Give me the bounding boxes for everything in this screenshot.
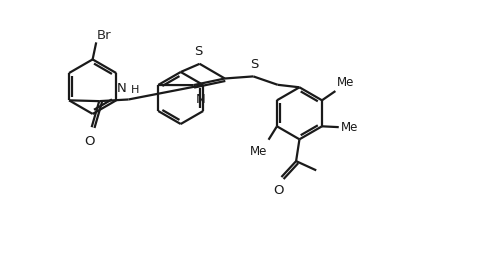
Text: Me: Me bbox=[337, 76, 354, 89]
Text: S: S bbox=[194, 45, 202, 58]
Text: Me: Me bbox=[340, 121, 358, 134]
Text: H: H bbox=[131, 85, 140, 95]
Text: N: N bbox=[117, 82, 127, 95]
Text: O: O bbox=[274, 184, 284, 197]
Text: O: O bbox=[84, 135, 94, 148]
Text: S: S bbox=[250, 58, 259, 70]
Text: Br: Br bbox=[97, 29, 111, 42]
Text: N: N bbox=[195, 93, 205, 106]
Text: Me: Me bbox=[249, 145, 267, 158]
